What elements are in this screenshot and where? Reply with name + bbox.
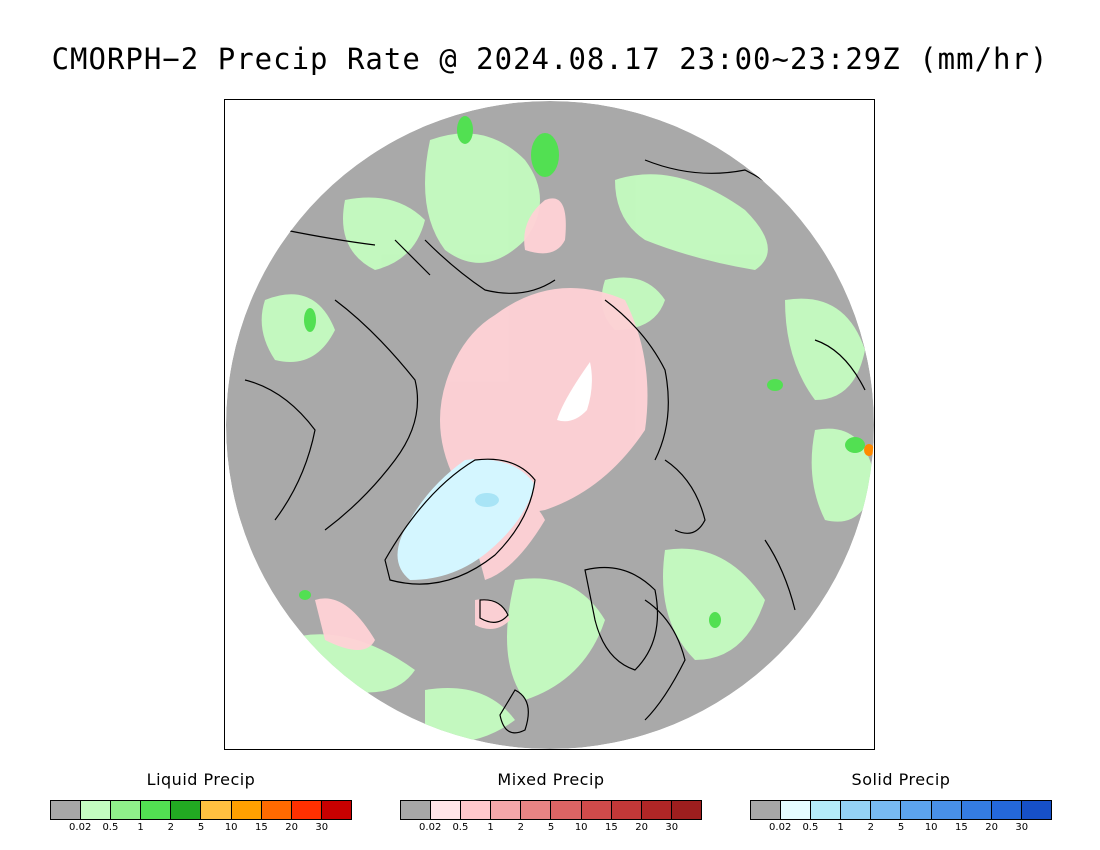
legend-swatch xyxy=(751,801,782,819)
legend-ticks: 0.02 0.5 1 2 5 10 15 20 30 xyxy=(750,822,1052,836)
legend-tick-label: 1 xyxy=(137,822,144,833)
legend-tick-label: 2 xyxy=(167,822,174,833)
legend-tick-label: 30 xyxy=(1015,822,1029,833)
map-canvas xyxy=(226,101,874,749)
solid-precip-areas xyxy=(397,459,535,580)
legend-swatch xyxy=(111,801,142,819)
legend-tick-label: 10 xyxy=(224,822,238,833)
legend-tick-label: 5 xyxy=(897,822,905,833)
legend-mixed: Mixed Precip 0.02 0.5 1 2 5 10 15 20 30 xyxy=(400,770,702,836)
legend-swatch xyxy=(611,801,642,819)
legend-swatch xyxy=(231,801,262,819)
legend-solid: Solid Precip 0.02 0.5 1 2 5 10 15 20 30 xyxy=(750,770,1052,836)
legend-swatch xyxy=(671,801,701,819)
legend-tick-label: 5 xyxy=(547,822,555,833)
legend-tick-label: 20 xyxy=(985,822,998,833)
legend-title: Solid Precip xyxy=(851,770,951,789)
legend-title: Mixed Precip xyxy=(497,770,605,789)
liquid-precip-heavy xyxy=(864,444,874,456)
legend-swatch xyxy=(461,801,492,819)
legend-swatch xyxy=(901,801,932,819)
legend-swatch xyxy=(401,801,432,819)
legend-swatch xyxy=(991,801,1022,819)
legend-tick-label: 2 xyxy=(867,822,874,833)
legend-tick-label: 15 xyxy=(605,822,618,833)
legend-tick-label: 1 xyxy=(837,822,844,833)
legend-tick-label: 5 xyxy=(197,822,205,833)
legend-tick-label: 0.02 xyxy=(69,822,92,833)
legend-swatch xyxy=(201,801,232,819)
legend-tick-label: 0.5 xyxy=(802,822,819,833)
legend-swatch xyxy=(491,801,522,819)
legend-tick-label: 0.5 xyxy=(452,822,469,833)
legend-swatch xyxy=(961,801,992,819)
legend-swatch xyxy=(581,801,612,819)
legend-swatches xyxy=(50,800,352,820)
polar-precip-map xyxy=(224,99,875,750)
legend-tick-label: 0.02 xyxy=(769,822,792,833)
legend-liquid: Liquid Precip 0.02 0.5 1 2 5 10 15 20 30 xyxy=(50,770,352,836)
legend-tick-label: 0.02 xyxy=(419,822,442,833)
legend-swatch xyxy=(521,801,552,819)
legend-swatch xyxy=(931,801,962,819)
legend-ticks: 0.02 0.5 1 2 5 10 15 20 30 xyxy=(50,822,352,836)
legend-swatch xyxy=(811,801,842,819)
legend-swatch xyxy=(641,801,672,819)
legend-tick-label: 20 xyxy=(635,822,648,833)
legend-tick-label: 20 xyxy=(285,822,298,833)
legend-swatch xyxy=(871,801,902,819)
legend-tick-label: 30 xyxy=(315,822,329,833)
legend-tick-label: 15 xyxy=(955,822,968,833)
legend-swatches xyxy=(400,800,702,820)
legend-swatch xyxy=(261,801,292,819)
legend-swatch xyxy=(51,801,82,819)
legend-tick-label: 10 xyxy=(924,822,938,833)
legend-ticks: 0.02 0.5 1 2 5 10 15 20 30 xyxy=(400,822,702,836)
legend-swatch xyxy=(321,801,351,819)
no-data-hole xyxy=(557,362,592,422)
legend-swatch xyxy=(81,801,112,819)
legend-title: Liquid Precip xyxy=(146,770,256,789)
legend-tick-label: 10 xyxy=(574,822,588,833)
legend-tick-label: 15 xyxy=(255,822,268,833)
liquid-precip-moderate xyxy=(299,116,865,628)
legend-swatch xyxy=(291,801,322,819)
legend-tick-label: 0.5 xyxy=(102,822,119,833)
chart-title: CMORPH−2 Precip Rate @ 2024.08.17 23:00~… xyxy=(51,42,1049,76)
legend-swatch xyxy=(431,801,462,819)
legend-swatch xyxy=(551,801,582,819)
legend-tick-label: 2 xyxy=(517,822,524,833)
legend-swatch xyxy=(781,801,812,819)
legend-tick-label: 30 xyxy=(665,822,679,833)
legend-tick-label: 1 xyxy=(487,822,494,833)
legend-swatch xyxy=(1021,801,1051,819)
legend-swatch xyxy=(171,801,202,819)
legend-swatch xyxy=(841,801,872,819)
legend-swatch xyxy=(141,801,172,819)
legend-swatches xyxy=(750,800,1052,820)
